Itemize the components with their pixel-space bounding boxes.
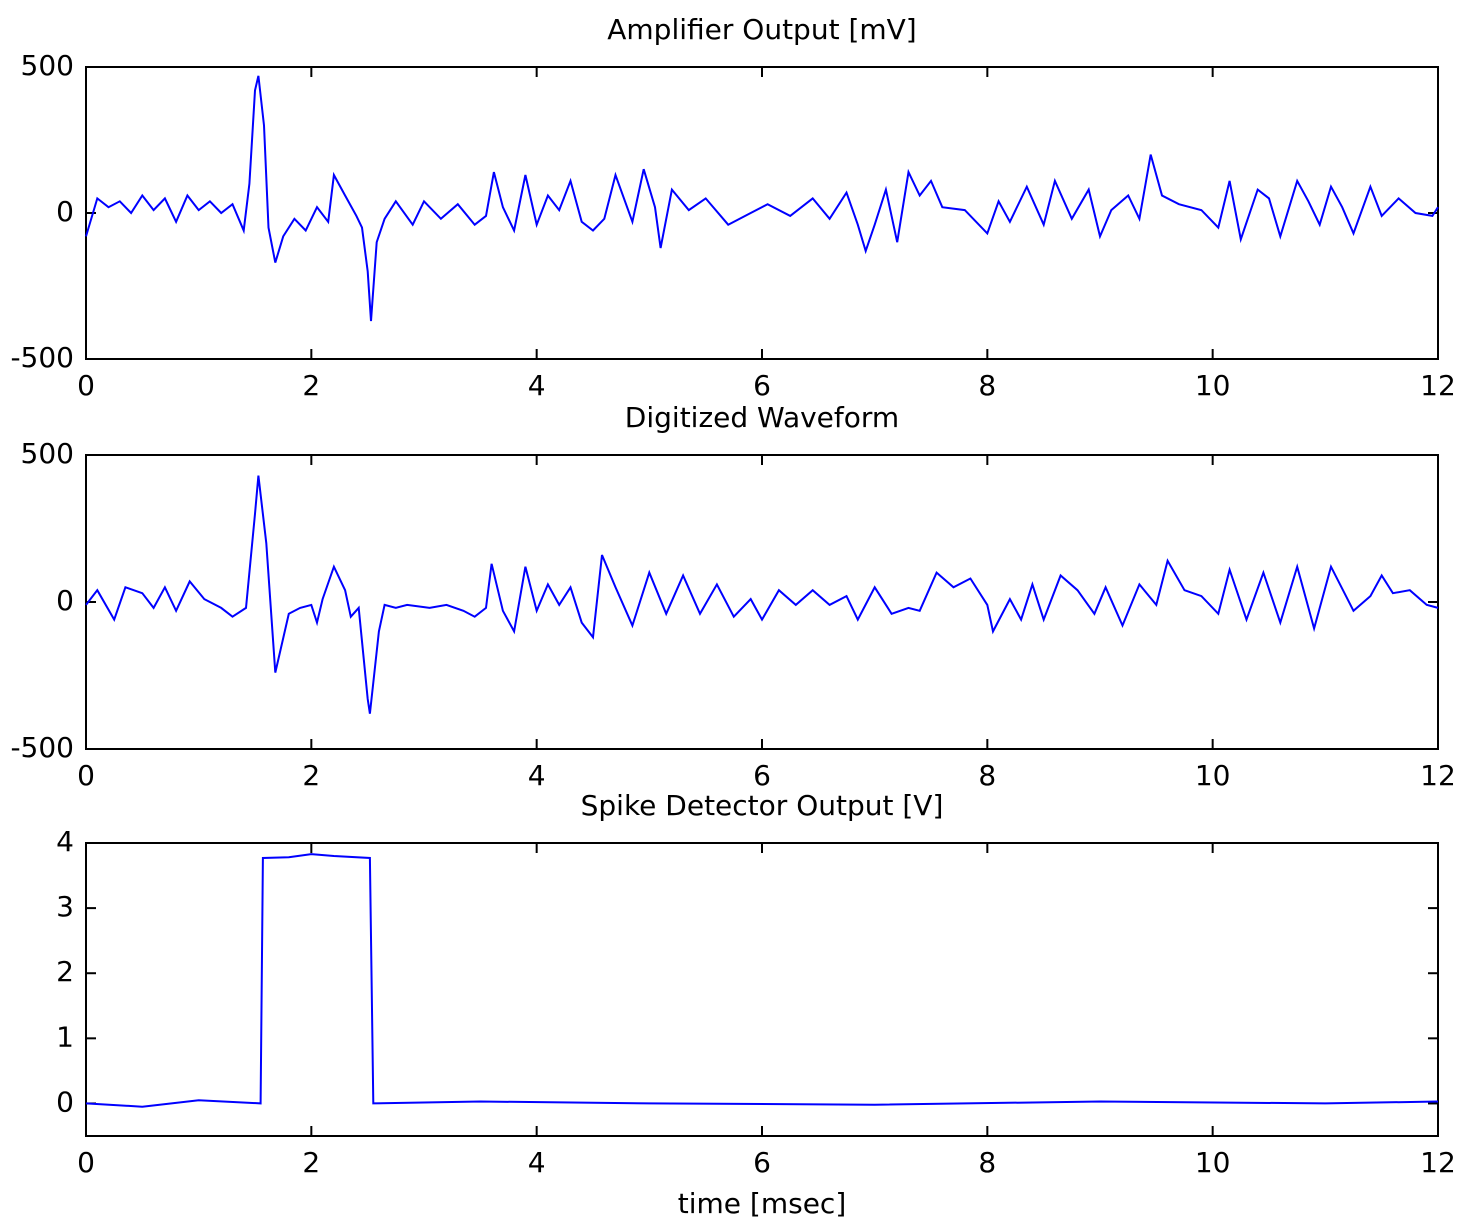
y-tick-label: -500: [10, 341, 74, 374]
y-tick-label: 0: [56, 1085, 74, 1118]
x-tick-label: 12: [1420, 759, 1456, 792]
y-tick-label: 2: [56, 955, 74, 988]
x-axis-label: time [msec]: [678, 1187, 847, 1220]
y-tick-label: 0: [56, 195, 74, 228]
chart-title: Digitized Waveform: [625, 401, 899, 434]
signal-line: [85, 853, 1439, 1108]
chart-title: Spike Detector Output [V]: [581, 789, 944, 822]
x-tick-label: 10: [1195, 369, 1231, 402]
x-tick-label: 10: [1195, 1146, 1231, 1179]
plot-frame: [85, 454, 1439, 750]
x-tick-label: 4: [528, 1146, 546, 1179]
y-tick-label: 1: [56, 1020, 74, 1053]
x-tick-label: 8: [978, 759, 996, 792]
x-tick-label: 8: [978, 1146, 996, 1179]
signal-line: [85, 475, 1439, 714]
x-tick-label: 6: [753, 369, 771, 402]
x-tick-label: 2: [302, 1146, 320, 1179]
x-tick-label: 0: [77, 759, 95, 792]
signal-line: [85, 75, 1439, 322]
x-tick-label: 8: [978, 369, 996, 402]
y-tick-label: 500: [21, 49, 74, 82]
y-tick-label: 0: [56, 584, 74, 617]
y-tick-label: -500: [10, 731, 74, 764]
x-tick-label: 4: [528, 369, 546, 402]
x-tick-label: 4: [528, 759, 546, 792]
x-tick-label: 2: [302, 369, 320, 402]
plot-frame: [85, 842, 1439, 1137]
x-tick-label: 12: [1420, 369, 1456, 402]
x-tick-label: 0: [77, 369, 95, 402]
y-tick-label: 3: [56, 890, 74, 923]
y-tick-label: 500: [21, 437, 74, 470]
y-tick-label: 4: [56, 825, 74, 858]
x-tick-label: 6: [753, 1146, 771, 1179]
chart-title: Amplifier Output [mV]: [607, 13, 916, 46]
x-tick-label: 12: [1420, 1146, 1456, 1179]
x-tick-label: 6: [753, 759, 771, 792]
x-tick-label: 2: [302, 759, 320, 792]
x-tick-label: 10: [1195, 759, 1231, 792]
x-tick-label: 0: [77, 1146, 95, 1179]
